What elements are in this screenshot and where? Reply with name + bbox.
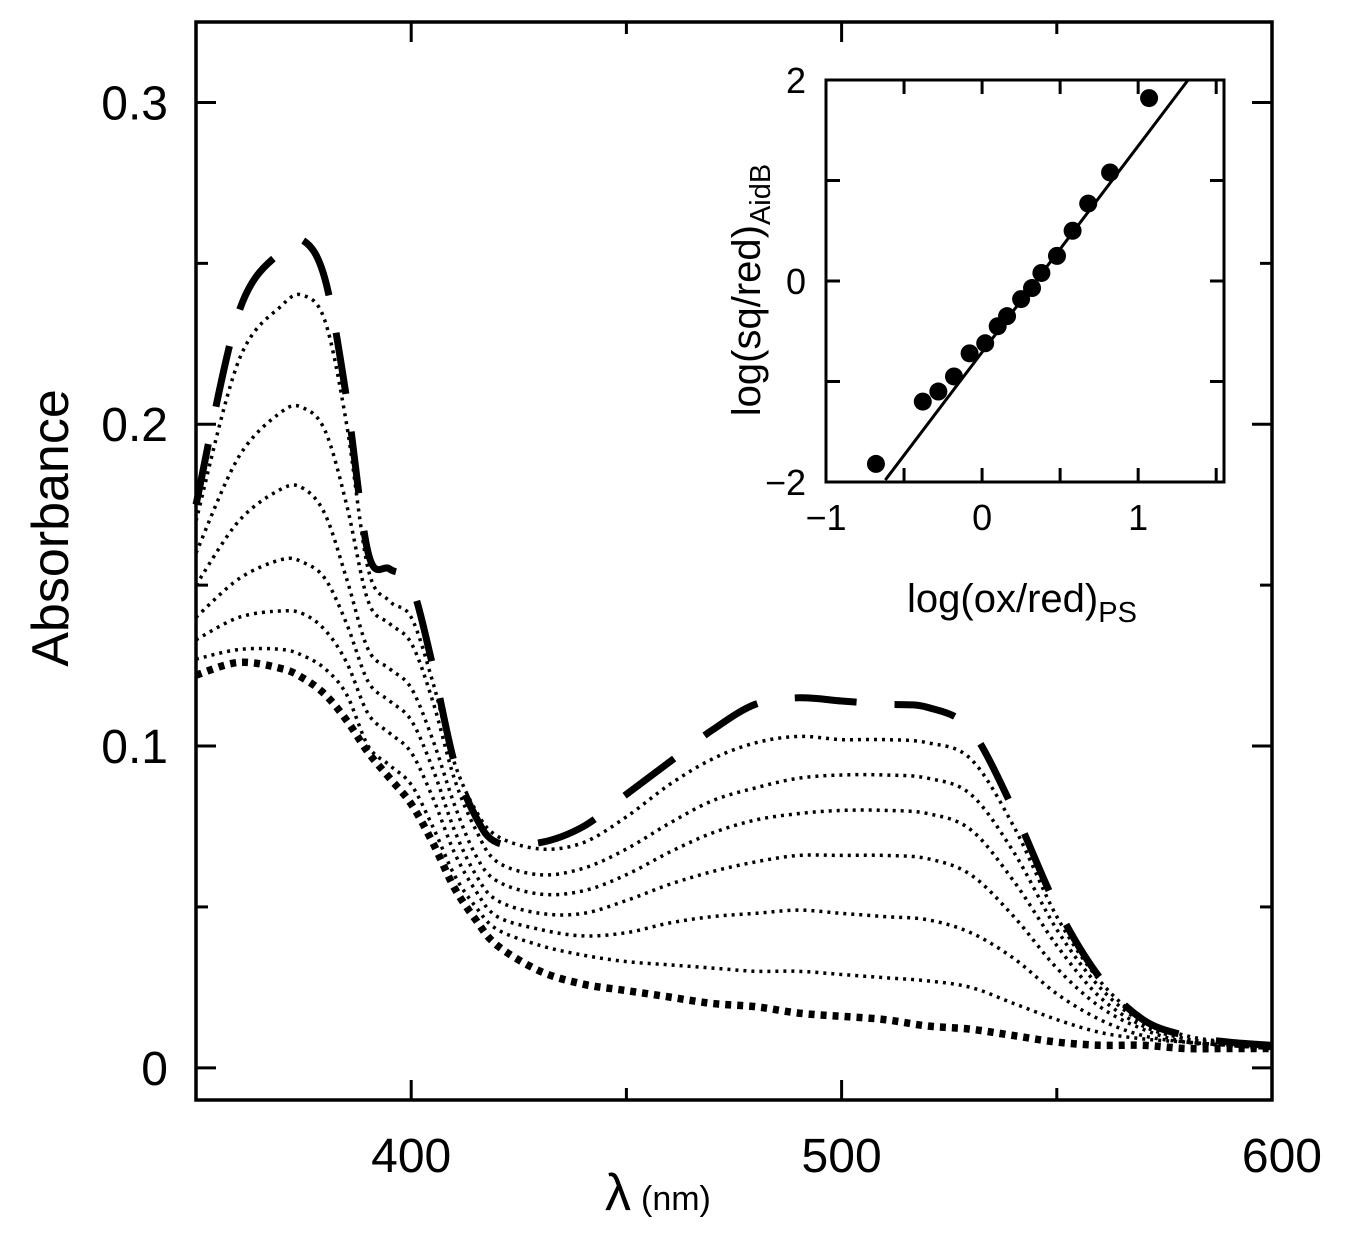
x-axis-symbol: λ xyxy=(605,1164,631,1222)
inset-data-point xyxy=(1032,263,1051,282)
inset-data-point xyxy=(1079,194,1098,213)
inset-tick-labels: −2 0 2 −1 0 1 xyxy=(765,60,1148,538)
inset-x-tick-label: 0 xyxy=(972,497,992,538)
inset-y-tick-label: 0 xyxy=(786,261,806,302)
main-x-tick-label: 400 xyxy=(371,1130,451,1183)
inset-scatter-group xyxy=(866,80,1190,481)
inset-data-point xyxy=(913,392,932,411)
main-plot-frame xyxy=(194,20,1274,1102)
main-y-tick-label: 0.1 xyxy=(101,721,168,774)
inset-data-point xyxy=(998,307,1017,326)
series-line-titration-6 xyxy=(195,646,1273,1051)
inset-y-label-main: log(sq/red) xyxy=(725,225,769,416)
x-axis-unit: (nm) xyxy=(641,1180,711,1218)
inset-data-point xyxy=(944,367,963,386)
inset-data-point xyxy=(1023,279,1042,298)
inset-data-point xyxy=(1140,89,1159,108)
main-axis-ticks xyxy=(194,22,1274,1100)
inset-y-tick-label: −2 xyxy=(765,462,806,503)
inset-x-label-main: log(ox/red) xyxy=(907,577,1098,621)
main-x-tick-label: 600 xyxy=(1242,1130,1322,1183)
series-line-reduced xyxy=(194,658,1272,1053)
inset-y-label-sub: AidB xyxy=(745,164,777,225)
series-line-titration-2 xyxy=(194,403,1273,1048)
inset-x-label-sub: PS xyxy=(1098,597,1137,629)
main-y-tick-label: 0.3 xyxy=(101,77,168,130)
inset-x-tick-label: −1 xyxy=(805,497,846,538)
inset-y-tick-label: 2 xyxy=(786,60,806,101)
main-y-tick-label: 0 xyxy=(141,1043,168,1096)
series-line-titration-3 xyxy=(194,483,1273,1051)
main-tick-labels: 0 0.1 0.2 0.3 400 500 600 xyxy=(101,77,1322,1183)
main-x-tick-label: 500 xyxy=(802,1130,882,1183)
series-line-titration-5 xyxy=(195,608,1273,1051)
inset-data-point xyxy=(929,382,948,401)
inset-data-point xyxy=(1012,290,1031,309)
main-series-group xyxy=(192,235,1273,1053)
series-line-titration-4 xyxy=(194,556,1273,1051)
inset-x-axis-label: log(ox/red)PS xyxy=(907,577,1137,629)
series-line-oxidized xyxy=(192,235,1273,1049)
inset-y-axis-label: log(sq/red)AidB xyxy=(725,164,777,416)
inset-background xyxy=(826,80,1224,482)
inset-data-point xyxy=(1047,246,1066,265)
inset-data-point xyxy=(866,454,885,473)
series-line-titration-1 xyxy=(194,292,1273,1048)
inset-x-tick-label: 1 xyxy=(1128,497,1148,538)
inset-data-point xyxy=(1063,221,1082,240)
x-axis-label: λ (nm) xyxy=(605,1164,711,1222)
inset-data-point xyxy=(976,334,995,353)
inset-data-point xyxy=(960,344,979,363)
inset-plot-frame xyxy=(824,78,1226,484)
inset-data-point xyxy=(1101,163,1120,182)
main-y-tick-label: 0.2 xyxy=(101,399,168,452)
y-axis-label: Absorbance xyxy=(22,389,80,667)
